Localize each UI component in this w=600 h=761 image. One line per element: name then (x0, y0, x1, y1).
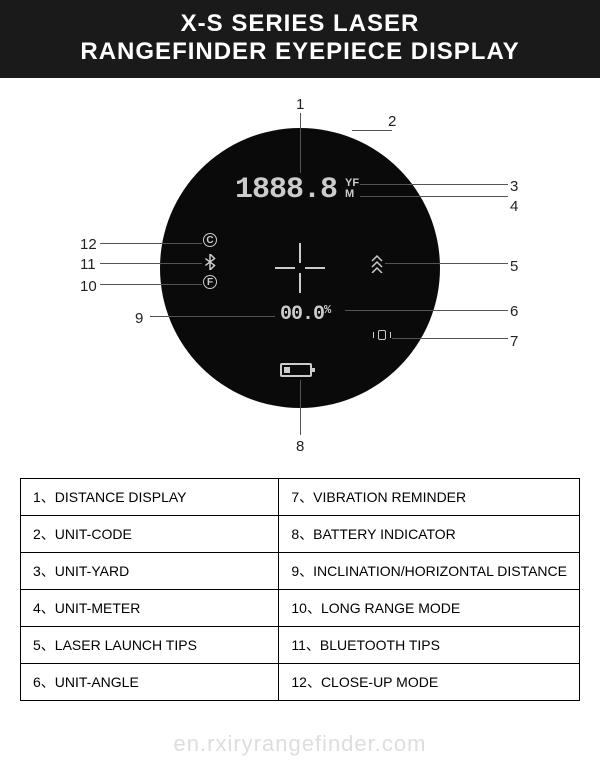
battery-icon (280, 363, 312, 377)
callout-number: 8 (296, 438, 304, 455)
header-line1: X-S SERIES LASER (0, 10, 600, 38)
callout-number: 5 (510, 258, 518, 275)
eyepiece-diagram: 1888.8 YF M C F 00.0% 1234567891011 (0, 78, 600, 478)
legend-row: 1、DISTANCE DISPLAY7、VIBRATION REMINDER (21, 479, 580, 516)
laser-launch-icon (370, 253, 384, 273)
callout-number: 10 (80, 278, 97, 295)
callout-number: 7 (510, 333, 518, 350)
unit-m: M (345, 188, 354, 200)
callout-line (300, 380, 301, 435)
crosshair-icon (275, 243, 325, 293)
callout-number: 2 (388, 113, 396, 130)
callout-line (100, 263, 202, 264)
legend-row: 6、UNIT-ANGLE12、CLOSE-UP MODE (21, 664, 580, 701)
vibration-icon (375, 328, 389, 342)
legend-cell: 2、UNIT-CODE (21, 516, 279, 553)
legend-cell: 6、UNIT-ANGLE (21, 664, 279, 701)
legend-row: 3、UNIT-YARD9、INCLINATION/HORIZONTAL DIST… (21, 553, 580, 590)
callout-number: 9 (135, 310, 143, 327)
long-range-mode-icon: F (203, 275, 217, 289)
legend-table: 1、DISTANCE DISPLAY7、VIBRATION REMINDER2、… (20, 478, 580, 701)
callout-number: 3 (510, 178, 518, 195)
legend-cell: 8、BATTERY INDICATOR (279, 516, 580, 553)
legend-cell: 3、UNIT-YARD (21, 553, 279, 590)
legend-cell: 12、CLOSE-UP MODE (279, 664, 580, 701)
callout-number: 4 (510, 198, 518, 215)
callout-number: 11 (80, 256, 96, 273)
callout-line (100, 284, 202, 285)
header-banner: X-S SERIES LASER RANGEFINDER EYEPIECE DI… (0, 0, 600, 78)
watermark-text: en.rxiryrangefinder.com (0, 731, 600, 757)
angle-readout: 00.0% (280, 303, 330, 326)
legend-cell: 7、VIBRATION REMINDER (279, 479, 580, 516)
callout-line (100, 243, 202, 244)
header-line2: RANGEFINDER EYEPIECE DISPLAY (0, 38, 600, 66)
legend-cell: 11、BLUETOOTH TIPS (279, 627, 580, 664)
callout-number: 12 (80, 236, 97, 253)
legend-cell: 1、DISTANCE DISPLAY (21, 479, 279, 516)
legend-row: 5、LASER LAUNCH TIPS11、BLUETOOTH TIPS (21, 627, 580, 664)
distance-readout: 1888.8 (235, 173, 337, 207)
callout-line (345, 310, 508, 311)
unit-yf-m: YF M (345, 178, 359, 200)
bluetooth-icon (203, 254, 217, 275)
callout-number: 6 (510, 303, 518, 320)
callout-line (385, 263, 508, 264)
legend-cell: 9、INCLINATION/HORIZONTAL DISTANCE (279, 553, 580, 590)
callout-line (360, 184, 508, 185)
callout-line (300, 113, 301, 173)
callout-line (150, 316, 275, 317)
legend-cell: 5、LASER LAUNCH TIPS (21, 627, 279, 664)
legend-row: 2、UNIT-CODE8、BATTERY INDICATOR (21, 516, 580, 553)
closeup-mode-icon: C (203, 233, 217, 247)
legend-cell: 4、UNIT-METER (21, 590, 279, 627)
callout-line (352, 130, 392, 131)
callout-number: 1 (296, 96, 304, 113)
callout-line (392, 338, 508, 339)
legend-row: 4、UNIT-METER10、LONG RANGE MODE (21, 590, 580, 627)
legend-cell: 10、LONG RANGE MODE (279, 590, 580, 627)
callout-line (360, 196, 508, 197)
